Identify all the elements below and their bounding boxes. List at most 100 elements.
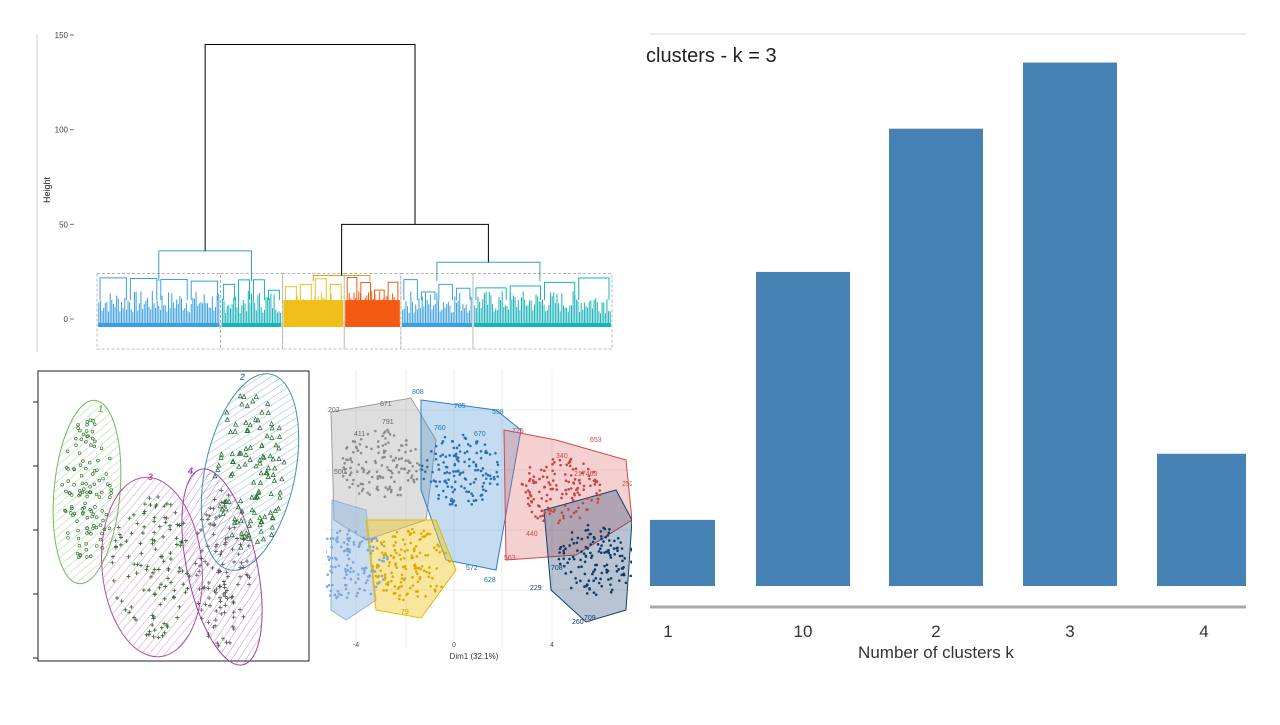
point	[434, 590, 437, 593]
point	[397, 494, 400, 497]
point	[592, 541, 595, 544]
point	[587, 529, 590, 532]
point	[366, 472, 369, 475]
point	[367, 538, 370, 541]
point	[483, 482, 486, 485]
point	[548, 512, 551, 515]
point	[390, 476, 393, 479]
point	[407, 479, 410, 482]
point	[599, 483, 602, 486]
point	[542, 514, 545, 517]
point	[344, 568, 347, 571]
point	[390, 491, 393, 494]
point	[598, 582, 601, 585]
point	[603, 565, 606, 568]
point	[394, 585, 397, 588]
point	[402, 599, 405, 602]
point	[416, 555, 419, 558]
leaf-base-3	[345, 323, 400, 327]
point	[549, 483, 552, 486]
point	[408, 461, 411, 464]
point	[357, 463, 360, 466]
point	[454, 481, 457, 484]
point	[384, 573, 387, 576]
point	[362, 471, 365, 474]
point	[576, 549, 579, 552]
point	[400, 467, 403, 470]
point	[546, 476, 549, 479]
point	[350, 471, 353, 474]
point	[496, 475, 499, 478]
merge-3	[342, 224, 489, 275]
point	[538, 478, 541, 481]
point	[564, 504, 567, 507]
point	[390, 580, 393, 583]
point	[435, 485, 438, 488]
point	[547, 481, 550, 484]
point	[355, 446, 358, 449]
point	[352, 451, 355, 454]
point	[429, 585, 432, 588]
point	[403, 579, 406, 582]
point	[346, 564, 349, 567]
point	[383, 545, 386, 548]
point	[618, 579, 621, 582]
point	[356, 592, 359, 595]
point	[535, 481, 538, 484]
point	[534, 515, 537, 518]
bars-group	[650, 63, 1246, 586]
sub-merge	[421, 292, 435, 300]
point	[470, 492, 473, 495]
point	[398, 449, 401, 452]
point	[549, 498, 552, 501]
point	[407, 472, 410, 475]
point	[495, 471, 498, 474]
point	[330, 565, 333, 568]
point	[422, 478, 425, 481]
point	[582, 502, 585, 505]
point	[599, 547, 602, 550]
point	[379, 475, 382, 478]
point	[578, 479, 581, 482]
point	[570, 458, 573, 461]
leaf-group-3	[345, 277, 400, 327]
point	[386, 429, 389, 432]
point	[381, 464, 384, 467]
point	[342, 457, 345, 460]
point	[589, 552, 592, 555]
point	[583, 552, 586, 555]
point	[477, 469, 480, 472]
point	[346, 479, 349, 482]
point	[573, 512, 576, 515]
point	[562, 549, 565, 552]
point	[472, 494, 475, 497]
point	[353, 543, 356, 546]
point	[576, 487, 579, 490]
point	[330, 556, 333, 559]
point	[365, 582, 368, 585]
point	[376, 576, 379, 579]
point	[335, 597, 338, 600]
point	[447, 478, 450, 481]
point	[367, 549, 370, 552]
point	[559, 547, 562, 550]
point	[570, 474, 573, 477]
point	[335, 538, 338, 541]
point	[416, 573, 419, 576]
point	[571, 538, 574, 541]
point	[404, 459, 407, 462]
point	[445, 466, 448, 469]
point	[452, 470, 455, 473]
point	[448, 472, 451, 475]
sub-merge	[285, 287, 296, 300]
point	[393, 434, 396, 437]
point	[594, 479, 597, 482]
point	[388, 561, 391, 564]
bar-4	[1157, 454, 1246, 586]
point	[528, 480, 531, 483]
point	[608, 528, 611, 531]
cluster-x-tick-1: 0	[452, 642, 456, 649]
point	[453, 447, 456, 450]
point	[384, 495, 387, 498]
